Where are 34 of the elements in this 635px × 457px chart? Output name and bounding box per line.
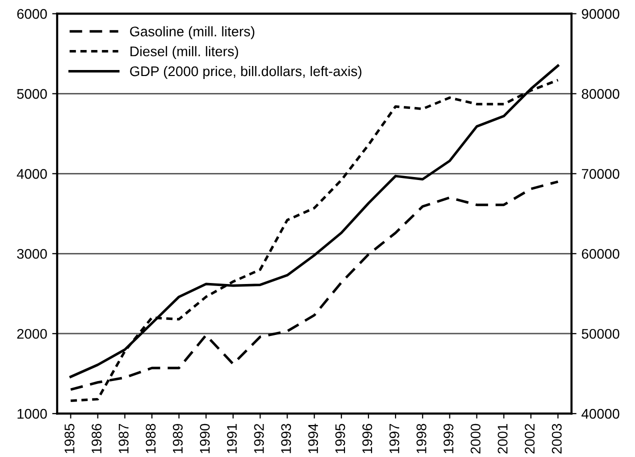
y2-tick-label: 40000 [582, 408, 620, 419]
x-tick-label: 1999 [444, 424, 454, 454]
x-tick-label: 1990 [200, 424, 210, 454]
y-tick-label: 3000 [17, 248, 47, 259]
x-tick-label: 1995 [335, 424, 346, 454]
legend-label: Gasoline (mill. liters) [130, 26, 254, 40]
x-tick-label: 2003 [552, 424, 562, 454]
y-tick-label: 2000 [17, 328, 47, 339]
y-tick-label: 1000 [18, 408, 47, 419]
y2-tick-label: 60000 [582, 248, 620, 259]
y-tick-label: 5000 [17, 89, 47, 99]
x-tick-label: 1992 [254, 424, 264, 454]
x-tick-label: 2000 [470, 424, 480, 454]
x-tick-label: 1991 [227, 424, 237, 454]
x-tick-label: 1993 [281, 424, 291, 454]
x-tick-label: 1989 [172, 424, 183, 454]
legend-label: Diesel (mill. liters) [130, 46, 238, 60]
y2-tick-label: 90000 [582, 9, 620, 19]
y2-tick-label: 50000 [582, 328, 620, 339]
x-tick-label: 2002 [524, 424, 535, 454]
x-tick-label: 1994 [308, 424, 318, 454]
legend-label: GDP (2000 price, bill.dollars, left-axis) [130, 66, 362, 79]
y-tick-label: 4000 [16, 168, 47, 179]
x-tick-label: 1987 [118, 424, 129, 454]
x-tick-label: 1997 [389, 424, 400, 454]
x-tick-label: 1998 [416, 424, 426, 454]
y2-tick-label: 80000 [582, 89, 620, 99]
x-tick-label: 2001 [498, 424, 508, 454]
x-tick-label: 1988 [146, 424, 156, 454]
y2-tick-label: 70000 [582, 168, 620, 179]
y-tick-label: 6000 [17, 9, 47, 19]
x-tick-label: 1986 [92, 424, 102, 454]
x-tick-label: 1996 [362, 424, 372, 454]
x-tick-label: 1985 [64, 424, 74, 454]
